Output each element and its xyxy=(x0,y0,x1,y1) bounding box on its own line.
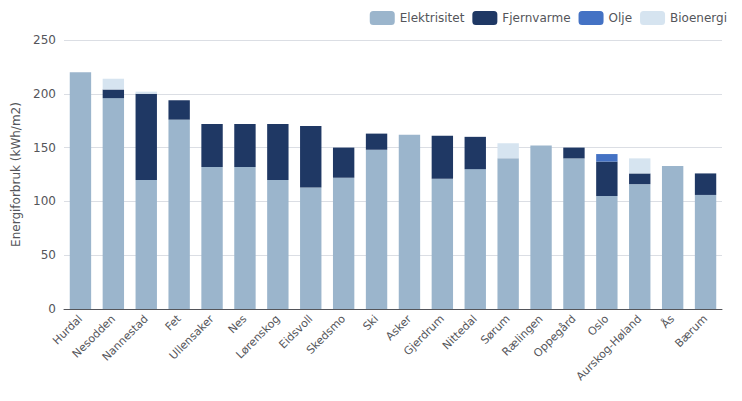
svg-text:Lørenskog: Lørenskog xyxy=(233,312,282,361)
svg-text:Oppegård: Oppegård xyxy=(531,312,579,360)
svg-text:250: 250 xyxy=(33,33,56,47)
svg-text:Skedsmo: Skedsmo xyxy=(304,312,349,357)
svg-text:Fet: Fet xyxy=(163,312,185,334)
svg-text:Elektrisitet: Elektrisitet xyxy=(400,11,465,25)
svg-text:Eidsvoll: Eidsvoll xyxy=(276,312,316,352)
svg-text:Ås: Ås xyxy=(659,312,678,331)
svg-text:Bærum: Bærum xyxy=(672,312,710,350)
svg-text:Aurskog-Høland: Aurskog-Høland xyxy=(574,312,645,383)
svg-text:Ski: Ski xyxy=(360,312,381,333)
svg-text:Rælingen: Rælingen xyxy=(499,312,546,359)
svg-text:Energiforbruk (kWh/m2): Energiforbruk (kWh/m2) xyxy=(9,102,23,247)
svg-text:Fjernvarme: Fjernvarme xyxy=(502,11,570,25)
svg-text:Bioenergi: Bioenergi xyxy=(670,11,727,25)
svg-text:Asker: Asker xyxy=(383,312,414,343)
svg-text:200: 200 xyxy=(33,87,56,101)
svg-text:Gjerdrum: Gjerdrum xyxy=(401,312,447,358)
svg-text:Olje: Olje xyxy=(609,11,633,25)
svg-text:0: 0 xyxy=(48,302,56,316)
svg-text:100: 100 xyxy=(33,194,56,208)
svg-text:Nes: Nes xyxy=(226,312,250,336)
svg-text:Sørum: Sørum xyxy=(478,312,513,347)
svg-text:Ullensaker: Ullensaker xyxy=(167,312,217,362)
svg-text:Hurdal: Hurdal xyxy=(50,312,85,348)
svg-text:Nittedal: Nittedal xyxy=(440,312,480,352)
svg-text:Oslo: Oslo xyxy=(585,312,611,338)
svg-text:Nannestad: Nannestad xyxy=(100,312,151,363)
svg-text:Nesodden: Nesodden xyxy=(69,312,118,361)
svg-text:50: 50 xyxy=(41,248,56,262)
svg-text:150: 150 xyxy=(33,141,56,155)
